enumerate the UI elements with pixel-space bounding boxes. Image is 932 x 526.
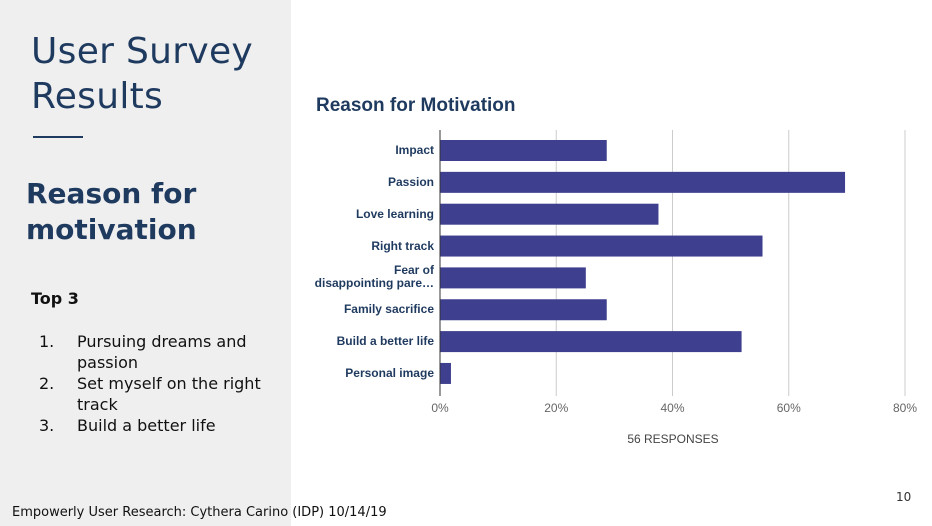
x-tick-label: 60% (776, 401, 801, 415)
category-label: Build a better life (336, 334, 434, 349)
category-label: Right track (371, 238, 434, 253)
bar-chart (439, 130, 906, 396)
list-number: 3. (39, 416, 55, 435)
category-label: Love learning (355, 206, 434, 221)
x-tick-label: 40% (660, 401, 685, 415)
list-item: 2. Set myself on the right track (39, 373, 284, 415)
list-text: Build a better life (77, 416, 216, 435)
category-label: Fear of disappointing pare… (314, 263, 434, 291)
list-item: 1. Pursuing dreams and passion (39, 331, 284, 373)
footer-text: Empowerly User Research: Cythera Carino … (12, 505, 387, 520)
category-label: Passion (387, 174, 434, 189)
list-text: Pursuing dreams and passion (77, 332, 247, 372)
bar (440, 203, 659, 225)
bar (440, 171, 846, 193)
page-number: 10 (896, 490, 912, 504)
x-axis-label: 56 RESPONSES (627, 432, 719, 446)
bar (440, 362, 451, 384)
bar (440, 331, 742, 353)
bar (440, 235, 763, 257)
slide-title: User Survey Results (31, 31, 254, 117)
title-divider (33, 136, 83, 138)
category-label: Impact (395, 143, 434, 157)
list-text: Set myself on the right track (77, 374, 261, 414)
chart-title: Reason for Motivation (316, 95, 516, 116)
slide-subtitle: Reason for motivation (26, 177, 197, 246)
x-tick-label: 0% (431, 401, 449, 415)
list-number: 2. (39, 374, 55, 393)
top3-heading: Top 3 (31, 289, 79, 308)
bar (440, 267, 586, 289)
x-tick-label: 20% (544, 401, 569, 415)
list-item: 3. Build a better life (39, 415, 284, 436)
bar (440, 299, 607, 321)
top3-list: 1. Pursuing dreams and passion 2. Set my… (39, 331, 284, 436)
category-label: Personal image (345, 365, 434, 380)
left-panel (0, 0, 291, 526)
category-label: Family sacrifice (343, 302, 434, 317)
x-tick-label: 80% (892, 401, 918, 415)
list-number: 1. (39, 332, 55, 351)
bar (440, 140, 607, 161)
